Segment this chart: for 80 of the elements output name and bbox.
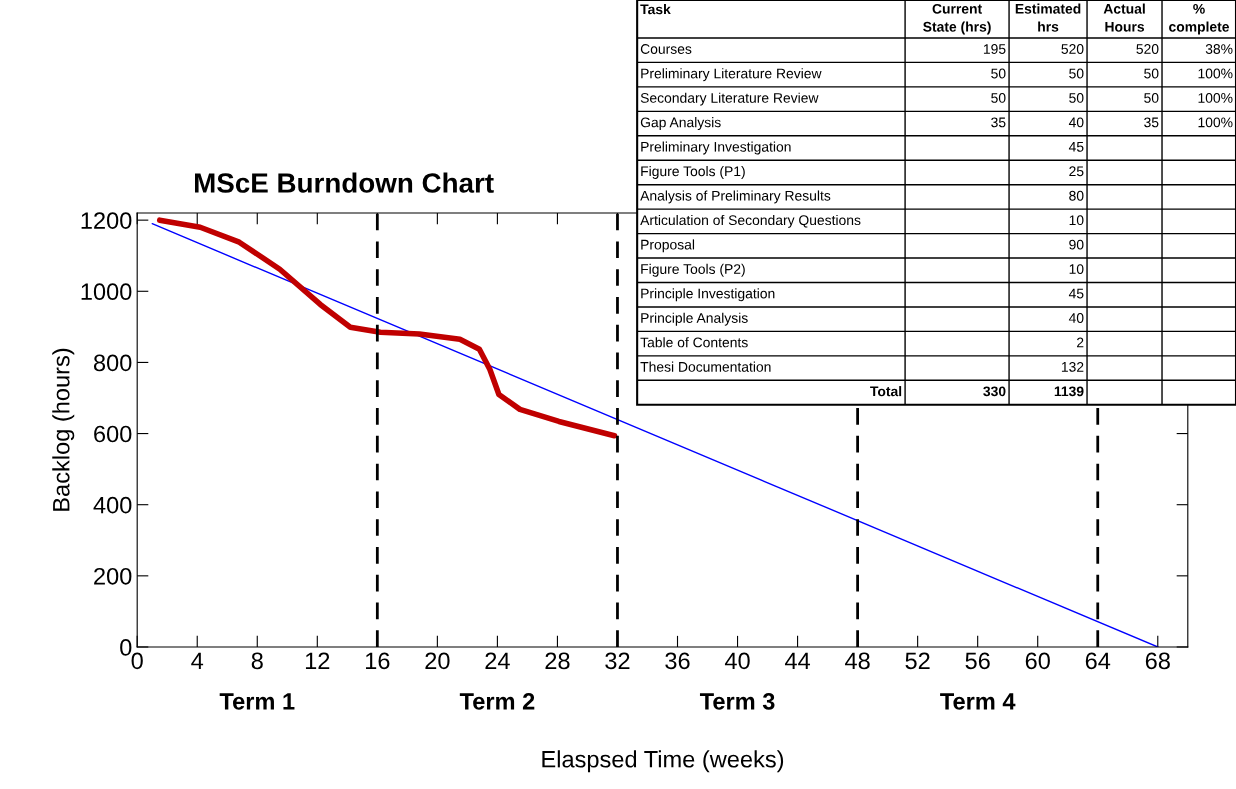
x-tick-label: 0 (131, 652, 143, 670)
y-tick-label: 0 (120, 639, 132, 656)
x-axis-title: Elaspsed Time (weeks) (542, 750, 784, 773)
category-label: Preliminary Investigation (641, 141, 791, 155)
category-label: Gap Analysis (640, 117, 721, 131)
x-tick-label: 28 (545, 652, 570, 670)
x-tick-label: 64 (1085, 652, 1111, 670)
text: 330 (983, 386, 1006, 397)
text: 132 (1061, 361, 1084, 372)
text: 25 (1069, 166, 1084, 177)
x-tick-label: 36 (665, 652, 690, 670)
text: 50 (991, 93, 1006, 103)
text: 2 (1077, 337, 1084, 348)
x-tick-label: 16 (366, 652, 390, 670)
category-label: Figure Tools (P1) (641, 165, 745, 179)
x-tick-label: 24 (485, 652, 510, 669)
text: 40 (1068, 117, 1084, 128)
text: 80 (1069, 190, 1084, 201)
x-tick-label: 32 (605, 652, 630, 670)
category-label: Actual Hours (1103, 3, 1145, 32)
text: 100% (1198, 93, 1233, 103)
y-tick-label: 400 (93, 496, 132, 514)
text: 35 (1144, 117, 1159, 128)
text: 50 (1144, 93, 1159, 103)
text: 520 (1061, 44, 1084, 54)
x-tick-label: 52 (905, 652, 930, 670)
category-label: Total (870, 386, 902, 397)
category-label: Secondary Literature Review (640, 92, 819, 106)
category-label: Analysis of Preliminary Results (640, 190, 831, 204)
text: 50 (1069, 93, 1084, 103)
chart-title: MScE Burndown Chart (195, 172, 494, 193)
y-tick-label: 600 (94, 425, 132, 443)
text: 50 (1144, 68, 1159, 79)
x-tick-label: 8 (251, 652, 263, 670)
category-label: Proposal (641, 239, 695, 253)
y-tick-label: 200 (94, 567, 132, 585)
text: 1139 (1054, 386, 1084, 397)
text: Task (640, 4, 671, 15)
text: 90 (1069, 239, 1084, 250)
category-label: Table of Contents (640, 337, 748, 348)
y-tick-label: 1000 (81, 283, 132, 301)
x-tick-label: 4 (191, 652, 204, 669)
text: 50 (1069, 68, 1084, 79)
text: 40 (1068, 313, 1084, 323)
text: 520 (1136, 44, 1159, 54)
text: Term 3 (699, 693, 775, 710)
y-tick-label: 1200 (81, 212, 132, 229)
text: 38% (1205, 44, 1233, 54)
category-label: Principle Investigation (641, 288, 775, 302)
text: 50 (991, 68, 1006, 79)
category-label: Preliminary Literature Review (641, 68, 822, 82)
x-tick-label: 44 (784, 652, 811, 669)
text: 35 (991, 117, 1006, 128)
text: 100% (1198, 117, 1233, 128)
x-tick-label: 20 (425, 652, 450, 670)
y-axis-title: Backlog (hours) (52, 348, 75, 511)
text: 195 (983, 44, 1006, 54)
category-label: Thesi Documentation (640, 361, 771, 372)
x-tick-label: 12 (305, 652, 330, 669)
text: Term 4 (940, 693, 1016, 710)
x-tick-label: 48 (845, 652, 870, 670)
text: 10 (1069, 215, 1084, 226)
y-tick-label: 800 (93, 354, 132, 372)
x-tick-label: 68 (1145, 652, 1170, 670)
x-tick-label: 40 (724, 652, 750, 670)
category-label: Figure Tools (P2) (641, 263, 745, 277)
category-label: % complete (1169, 3, 1230, 35)
category-label: Estimated hrs (1015, 3, 1081, 32)
text: 100% (1198, 68, 1233, 79)
category-label: Articulation of Secondary Questions (640, 214, 861, 228)
text: 45 (1068, 288, 1084, 299)
text: Term 1 (219, 693, 295, 710)
text: 45 (1068, 142, 1084, 152)
text: Term 2 (459, 693, 535, 710)
x-tick-label: 56 (965, 652, 990, 670)
category-label: Courses (640, 44, 692, 54)
x-tick-label: 60 (1025, 652, 1050, 670)
category-label: Current State (hrs) (923, 3, 991, 35)
category-label: Principle Analysis (641, 312, 748, 326)
text: 10 (1069, 264, 1084, 274)
